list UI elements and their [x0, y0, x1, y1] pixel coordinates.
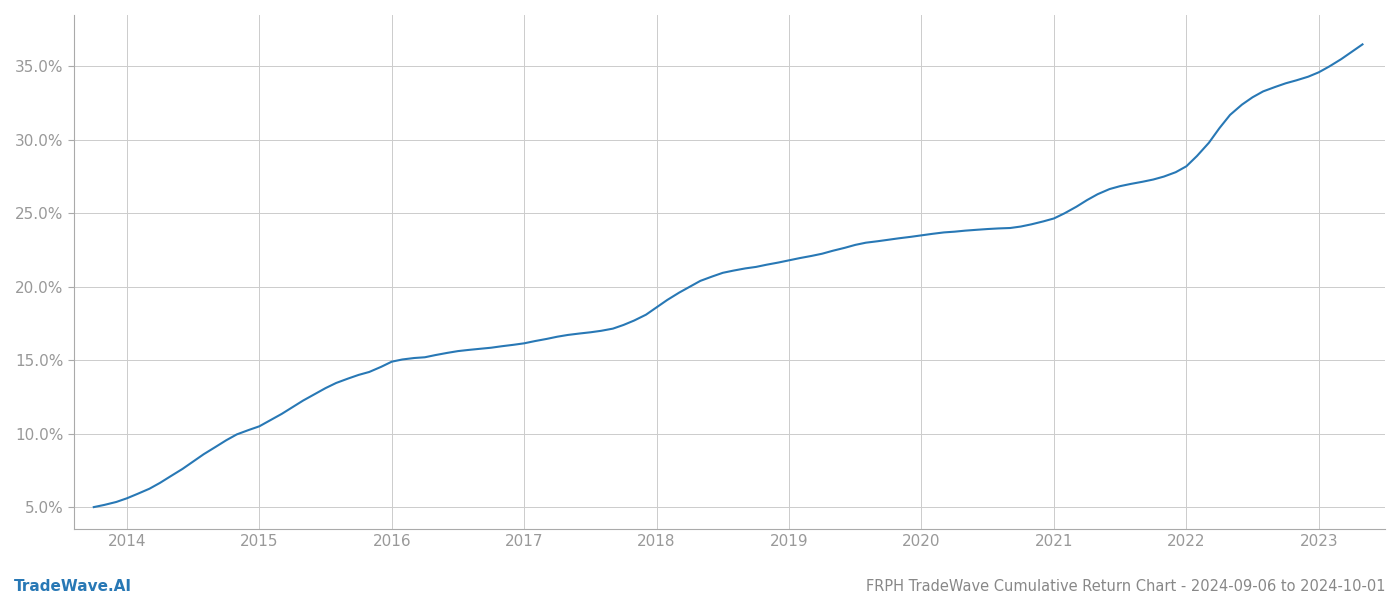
Text: TradeWave.AI: TradeWave.AI — [14, 579, 132, 594]
Text: FRPH TradeWave Cumulative Return Chart - 2024-09-06 to 2024-10-01: FRPH TradeWave Cumulative Return Chart -… — [867, 579, 1386, 594]
